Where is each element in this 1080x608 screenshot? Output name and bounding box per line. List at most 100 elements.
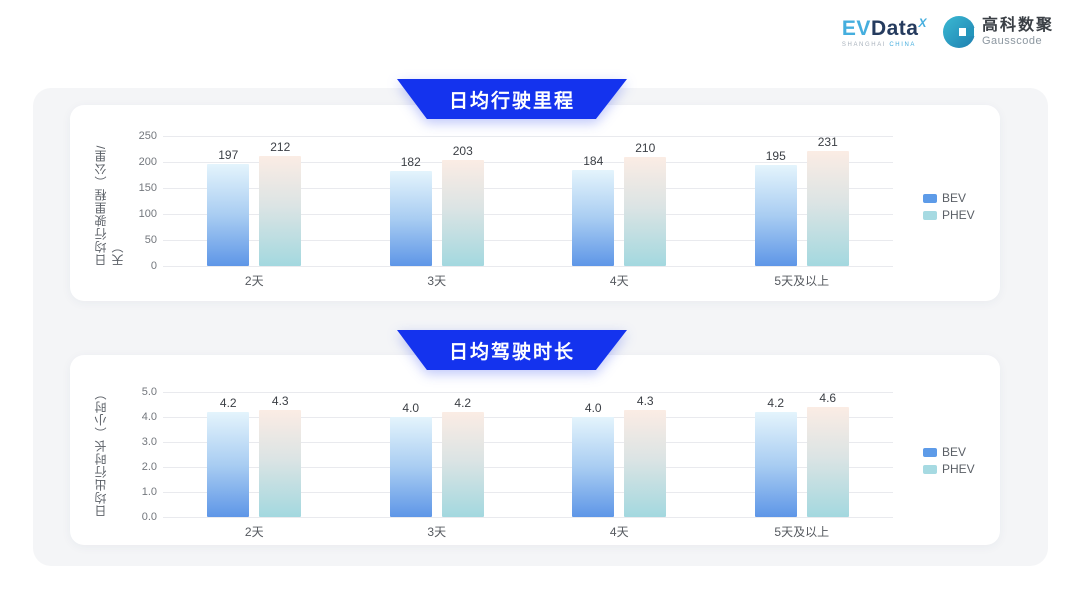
legend-swatch (923, 210, 937, 220)
y-tick-label: 250 (138, 130, 157, 142)
evdata-logo: EVDataX SHANGHAI CHINA (842, 17, 927, 48)
evdata-wordmark: EVDataX (842, 17, 927, 39)
legend-item-bev[interactable]: BEV (923, 445, 975, 459)
chart2-legend: BEV PHEV (923, 445, 975, 476)
bev-bar[interactable] (572, 417, 615, 517)
gridline (163, 266, 893, 267)
bev-bar-wrap: 4.2 (207, 392, 250, 517)
bev-bar[interactable] (389, 171, 432, 266)
legend-label: PHEV (942, 208, 975, 222)
evdata-x-superscript: X (918, 15, 927, 30)
phev-bar[interactable] (806, 151, 849, 266)
evdata-subtext: SHANGHAI CHINA (841, 41, 917, 48)
bar-value-label: 195 (765, 148, 786, 163)
phev-bar[interactable] (624, 156, 667, 266)
bev-bar-wrap: 4.0 (572, 392, 615, 517)
gausscode-cn-name: 高科数聚 (981, 17, 1054, 35)
y-tick-label: 4.0 (141, 411, 157, 423)
bev-bar-wrap: 4.0 (389, 392, 432, 517)
y-tick-label: 0 (150, 260, 157, 272)
bar-group: 4.2 4.3 (163, 392, 346, 517)
gridline (163, 136, 893, 137)
x-category-label: 2天 (244, 274, 264, 288)
gridline (163, 392, 893, 393)
gridline (163, 240, 893, 241)
x-category-label: 4天 (609, 274, 629, 288)
y-tick-label: 2.0 (141, 461, 157, 473)
x-category-label: 2天 (244, 525, 264, 539)
gausscode-logo: 高科数聚 Gausscode (942, 16, 1054, 48)
bar-value-label: 4.0 (584, 401, 602, 415)
x-category-label: 5天及以上 (774, 274, 830, 288)
bev-bar[interactable] (207, 412, 250, 517)
chart2-title-banner: 日均驾驶时长 (397, 330, 627, 370)
gridline (163, 417, 893, 418)
bev-bar[interactable] (572, 170, 615, 266)
y-tick-label: 150 (138, 182, 157, 194)
bev-bar[interactable] (207, 163, 250, 266)
x-category-label: 3天 (427, 525, 447, 539)
evdata-ev-text: EV (841, 16, 871, 40)
chart2-y-axis-label: 日均出行时长（小时） (94, 387, 108, 517)
y-tick-label: 200 (138, 156, 157, 168)
legend-label: PHEV (942, 462, 975, 476)
chart2-title: 日均驾驶时长 (448, 341, 575, 363)
bar-group: 195 231 (711, 136, 894, 266)
brand-bar: EVDataX SHANGHAI CHINA 高科数聚 Gausscode (842, 16, 1054, 48)
bev-bar[interactable] (754, 164, 797, 266)
bev-bar[interactable] (389, 417, 432, 517)
bar-groups: 197 212 182 203 184 210 195 231 (163, 136, 893, 266)
bar-value-label: 4.2 (454, 396, 472, 410)
phev-bar[interactable] (259, 409, 302, 517)
bar-value-label: 182 (400, 155, 421, 170)
y-tick-label: 50 (144, 234, 157, 246)
bev-bar-wrap: 4.2 (754, 392, 797, 517)
bar-group: 197 212 (163, 136, 346, 266)
bar-value-label: 212 (270, 139, 291, 154)
chart1-title: 日均行驶里程 (448, 90, 575, 112)
bar-group: 182 203 (346, 136, 529, 266)
chart1-legend: BEV PHEV (923, 191, 975, 222)
legend-swatch (923, 464, 937, 474)
gausscode-g-icon (942, 16, 975, 48)
x-category-label: 4天 (609, 525, 629, 539)
gridline (163, 442, 893, 443)
gridline (163, 492, 893, 493)
bar-value-label: 4.3 (271, 393, 289, 408)
bar-value-label: 4.2 (219, 396, 237, 410)
y-tick-label: 100 (138, 208, 157, 220)
phev-bar-wrap: 203 (441, 136, 484, 266)
phev-bar[interactable] (441, 160, 484, 266)
gridline (163, 467, 893, 468)
bar-value-label: 203 (452, 144, 473, 159)
gridline (163, 188, 893, 189)
bar-value-label: 197 (218, 147, 239, 162)
y-tick-label: 5.0 (141, 386, 157, 398)
phev-bar[interactable] (441, 412, 484, 517)
phev-bar-wrap: 4.3 (259, 392, 302, 517)
phev-bar-wrap: 212 (259, 136, 302, 266)
phev-bar[interactable] (806, 407, 849, 517)
chart1-title-banner: 日均行驶里程 (397, 79, 627, 119)
bar-group: 184 210 (528, 136, 711, 266)
bev-bar-wrap: 184 (572, 136, 615, 266)
legend-item-phev[interactable]: PHEV (923, 462, 975, 476)
legend-item-bev[interactable]: BEV (923, 191, 975, 205)
bar-group: 4.2 4.6 (711, 392, 894, 517)
legend-item-phev[interactable]: PHEV (923, 208, 975, 222)
bev-bar-wrap: 195 (754, 136, 797, 266)
y-tick-label: 3.0 (141, 436, 157, 448)
gridline (163, 517, 893, 518)
gridline (163, 214, 893, 215)
chart1-card: 日均行驶里程（公里/天） 250 200 150 100 50 0 197 212 182 203… (70, 105, 1000, 301)
bar-value-label: 231 (817, 135, 838, 149)
phev-bar[interactable] (259, 155, 302, 266)
phev-bar[interactable] (624, 409, 667, 517)
legend-swatch (923, 193, 937, 203)
bar-value-label: 4.2 (767, 396, 785, 410)
phev-bar-wrap: 4.3 (624, 392, 667, 517)
bev-bar[interactable] (754, 412, 797, 517)
chart2-plot-area: 5.0 4.0 3.0 2.0 1.0 0.0 4.2 4.3 4.0 4.2 4.0 4.3 4.2 4… (142, 386, 894, 523)
phev-bar-wrap: 4.6 (806, 392, 849, 517)
